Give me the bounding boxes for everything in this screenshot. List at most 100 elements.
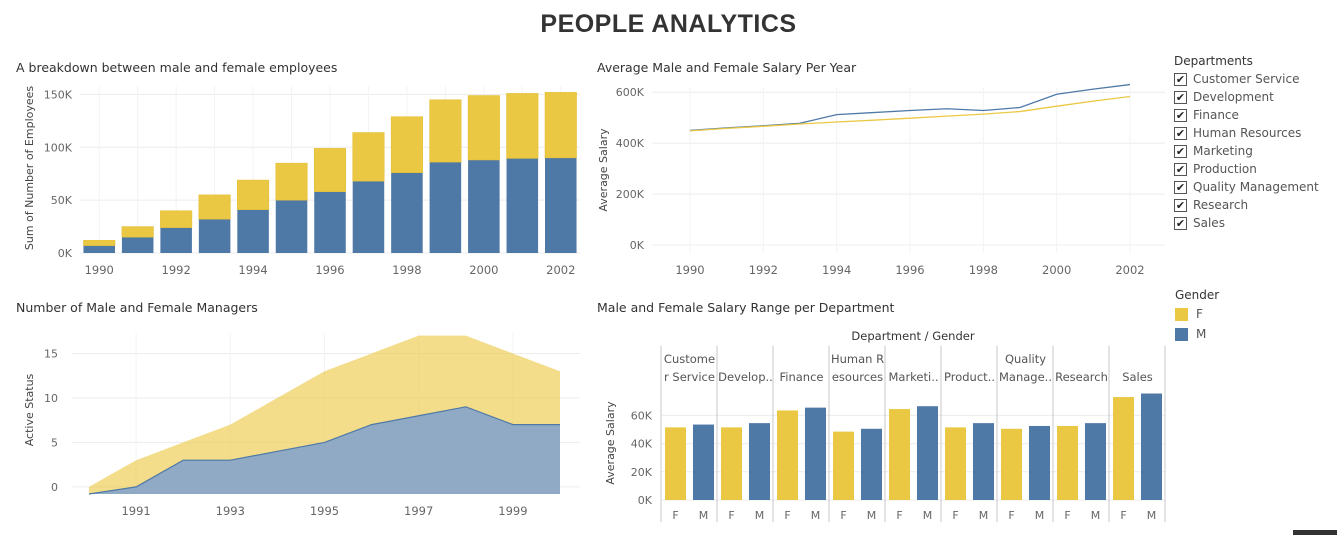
salary-dept-bar-male — [805, 407, 826, 500]
employees-y-tick-label: 100K — [44, 141, 73, 154]
salary-dept-department-label: Finance — [780, 370, 824, 384]
employees-x-tick-label: 1990 — [85, 263, 114, 277]
department-filter-item[interactable]: ✔ Research — [1174, 196, 1319, 214]
employees-bar-male — [198, 219, 231, 253]
departments-filter: Departments ✔ Customer Service ✔ Developmen… — [1174, 54, 1319, 232]
salary-dept-gender-tick: F — [784, 509, 790, 522]
salary-dept-gender-tick: F — [1120, 509, 1126, 522]
department-filter-item[interactable]: ✔ Customer Service — [1174, 70, 1319, 88]
salary-dept-gender-tick: M — [755, 509, 765, 522]
salary-dept-department-label: Sales — [1122, 370, 1153, 384]
checkbox-checked-icon[interactable]: ✔ — [1174, 126, 1187, 140]
department-filter-item[interactable]: ✔ Production — [1174, 160, 1319, 178]
salary-year-y-tick-label: 400K — [616, 137, 645, 150]
salary-year-x-tick-label: 1992 — [749, 263, 778, 277]
managers-x-tick-label: 1999 — [498, 504, 527, 518]
corner-toolbar-bar — [1293, 530, 1337, 535]
salary-dept-bar-female — [1113, 397, 1134, 500]
employees-bar-female — [313, 148, 347, 192]
salary-dept-bar-male — [973, 423, 994, 500]
salary-dept-gender-tick: M — [1147, 509, 1157, 522]
employees-bar-female — [237, 179, 270, 210]
managers-y-tick-label: 15 — [44, 347, 58, 360]
department-filter-item[interactable]: ✔ Human Resources — [1174, 124, 1319, 142]
gender-swatch — [1175, 307, 1188, 321]
department-filter-item[interactable]: ✔ Development — [1174, 88, 1319, 106]
employees-bar-female — [121, 226, 154, 238]
salary-dept-chart-title: Male and Female Salary Range per Departm… — [597, 300, 895, 315]
department-filter-label: Development — [1193, 90, 1274, 104]
salary-dept-y-tick-label: 0K — [638, 494, 653, 507]
managers-line-male — [88, 406, 560, 495]
gender-swatch — [1175, 327, 1188, 341]
employees-x-tick-label: 1994 — [238, 263, 267, 277]
department-filter-item[interactable]: ✔ Sales — [1174, 214, 1319, 232]
salary-year-x-tick-label: 2000 — [1042, 263, 1071, 277]
managers-x-tick-label: 1997 — [404, 504, 433, 518]
employees-bar-female — [390, 116, 423, 173]
employees-bar-female — [83, 240, 116, 246]
employees-bar-female — [506, 93, 539, 159]
salary-dept-bar-male — [861, 428, 882, 500]
managers-y-tick-label: 10 — [44, 392, 58, 405]
employees-bar-male — [237, 209, 269, 253]
employees-y-tick-label: 150K — [44, 88, 73, 101]
managers-y-tick-label: 0 — [51, 481, 58, 494]
salary-dept-department-label: Custome — [664, 352, 715, 366]
employees-y-tick-label: 0K — [58, 247, 73, 260]
department-filter-item[interactable]: ✔ Finance — [1174, 106, 1319, 124]
salary-dept-department-label: Research — [1055, 370, 1108, 384]
salary-dept-y-tick-label: 60K — [631, 409, 653, 422]
salary-dept-bar-female — [777, 410, 798, 500]
salary-year-x-tick-label: 1998 — [969, 263, 998, 277]
checkbox-checked-icon[interactable]: ✔ — [1174, 198, 1187, 212]
employees-bar-male — [83, 245, 115, 253]
department-filter-label: Customer Service — [1193, 72, 1300, 86]
employees-x-tick-label: 1998 — [392, 263, 421, 277]
salary-dept-y-tick-label: 20K — [631, 466, 653, 479]
checkbox-checked-icon[interactable]: ✔ — [1174, 216, 1187, 230]
department-filter-label: Production — [1193, 162, 1257, 176]
employees-bar-male — [429, 162, 462, 253]
checkbox-checked-icon[interactable]: ✔ — [1174, 162, 1187, 176]
managers-x-tick-label: 1993 — [216, 504, 245, 518]
checkbox-checked-icon[interactable]: ✔ — [1174, 144, 1187, 158]
managers-x-tick-label: 1995 — [310, 504, 339, 518]
department-filter-item[interactable]: ✔ Quality Management — [1174, 178, 1319, 196]
salary-dept-gender-tick: F — [1008, 509, 1014, 522]
employees-bar-male — [352, 181, 385, 253]
managers-y-axis-label: Active Status — [23, 373, 36, 446]
salary-year-x-tick-label: 2002 — [1115, 263, 1144, 277]
checkbox-checked-icon[interactable]: ✔ — [1174, 108, 1187, 122]
department-filter-label: Quality Management — [1193, 180, 1319, 194]
salary-year-x-tick-label: 1990 — [675, 263, 704, 277]
salary-dept-y-tick-label: 40K — [631, 438, 653, 451]
salary-dept-gender-tick: M — [979, 509, 989, 522]
salary-dept-gender-tick: M — [1035, 509, 1045, 522]
employees-chart-title: A breakdown between male and female empl… — [16, 60, 338, 75]
checkbox-checked-icon[interactable]: ✔ — [1174, 72, 1187, 86]
checkbox-checked-icon[interactable]: ✔ — [1174, 180, 1187, 194]
gender-legend-label: F — [1196, 307, 1203, 321]
department-filter-item[interactable]: ✔ Marketing — [1174, 142, 1319, 160]
salary-year-x-tick-label: 1994 — [822, 263, 851, 277]
salary-dept-gender-tick: M — [1091, 509, 1101, 522]
salary-dept-bar-female — [1001, 428, 1022, 500]
managers-chart-title: Number of Male and Female Managers — [16, 300, 258, 315]
salary-dept-gender-tick: M — [811, 509, 821, 522]
employees-bar-female — [198, 194, 231, 220]
employees-bar-male — [506, 158, 539, 253]
salary-dept-bar-male — [917, 406, 938, 500]
employees-bar-female — [467, 95, 500, 161]
employees-bar-male — [391, 172, 423, 253]
gender-legend-item[interactable]: F — [1175, 304, 1219, 324]
checkbox-checked-icon[interactable]: ✔ — [1174, 90, 1187, 104]
salary-dept-bar-male — [1085, 423, 1106, 500]
salary-dept-gender-tick: M — [699, 509, 709, 522]
salary-year-y-tick-label: 0K — [630, 239, 645, 252]
gender-legend-item[interactable]: M — [1175, 324, 1219, 344]
